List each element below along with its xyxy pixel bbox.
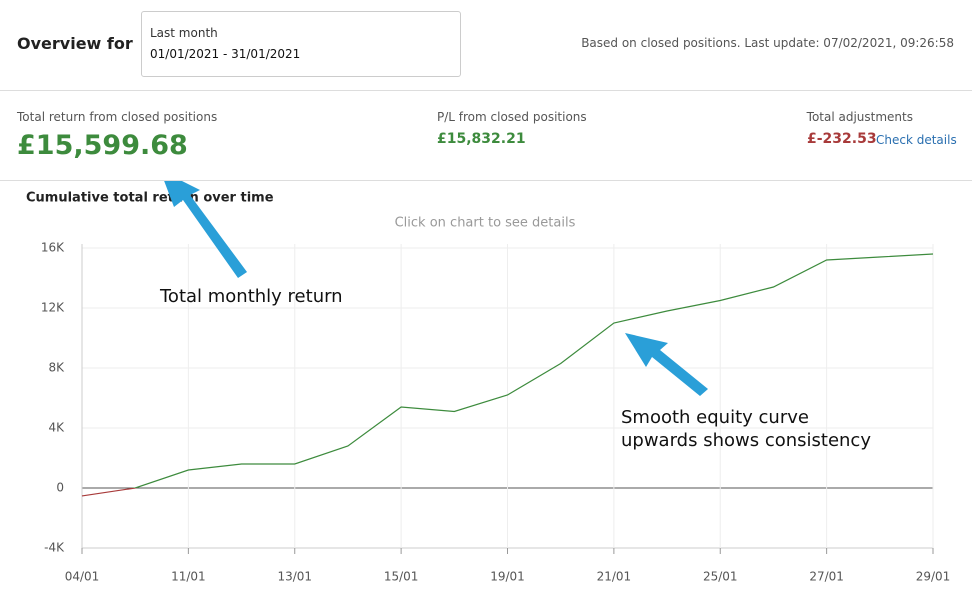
- x-tick-label: 29/01: [916, 570, 951, 584]
- overview-title: Overview for: [17, 34, 133, 53]
- chart-subtitle: Click on chart to see details: [395, 216, 576, 231]
- period-label: Last month: [150, 26, 218, 40]
- divider: [0, 90, 972, 91]
- period-select[interactable]: Last month 01/01/2021 - 31/01/2021: [141, 11, 461, 77]
- stat-value: £-232.53: [807, 131, 877, 147]
- y-tick-label: 12K: [41, 301, 65, 315]
- arrow: [625, 333, 708, 396]
- x-tick-label: 13/01: [277, 570, 312, 584]
- stat-label: P/L from closed positions: [437, 110, 587, 124]
- line: [131, 253, 934, 488]
- annotation: upwards shows consistency: [621, 430, 871, 451]
- status: Based on closed positions. Last update: …: [581, 36, 954, 50]
- chart-title: Cumulative total return over time: [26, 191, 274, 206]
- x-tick-label: 25/01: [703, 570, 738, 584]
- y-tick-label: 16K: [41, 241, 65, 255]
- arrow: [164, 181, 247, 278]
- stat-label: Total return from closed positions: [17, 110, 218, 124]
- x-tick-label: 21/01: [597, 570, 632, 584]
- annotation: Total monthly return: [159, 286, 343, 307]
- period-range: 01/01/2021 - 31/01/2021: [150, 47, 301, 61]
- y-tick-label: -4K: [44, 541, 65, 555]
- chart: Cumulative total return over time Click …: [26, 181, 951, 584]
- check-details-link[interactable]: Check details: [876, 133, 957, 147]
- y-tick-label: 8K: [48, 361, 65, 375]
- divider: [0, 180, 972, 181]
- stat-label: Total adjustments: [806, 110, 913, 124]
- x-tick-label: 19/01: [490, 570, 525, 584]
- stat-value: £15,599.68: [17, 130, 188, 161]
- annotation: Smooth equity curve: [621, 407, 809, 428]
- x-tick-label: 04/01: [65, 570, 100, 584]
- stat-value: £15,832.21: [437, 131, 526, 147]
- y-tick-label: 0: [56, 481, 64, 495]
- y-tick-label: 4K: [48, 421, 65, 435]
- x-tick-label: 11/01: [171, 570, 206, 584]
- x-tick-label: 15/01: [384, 570, 419, 584]
- x-tick-label: 27/01: [809, 570, 844, 584]
